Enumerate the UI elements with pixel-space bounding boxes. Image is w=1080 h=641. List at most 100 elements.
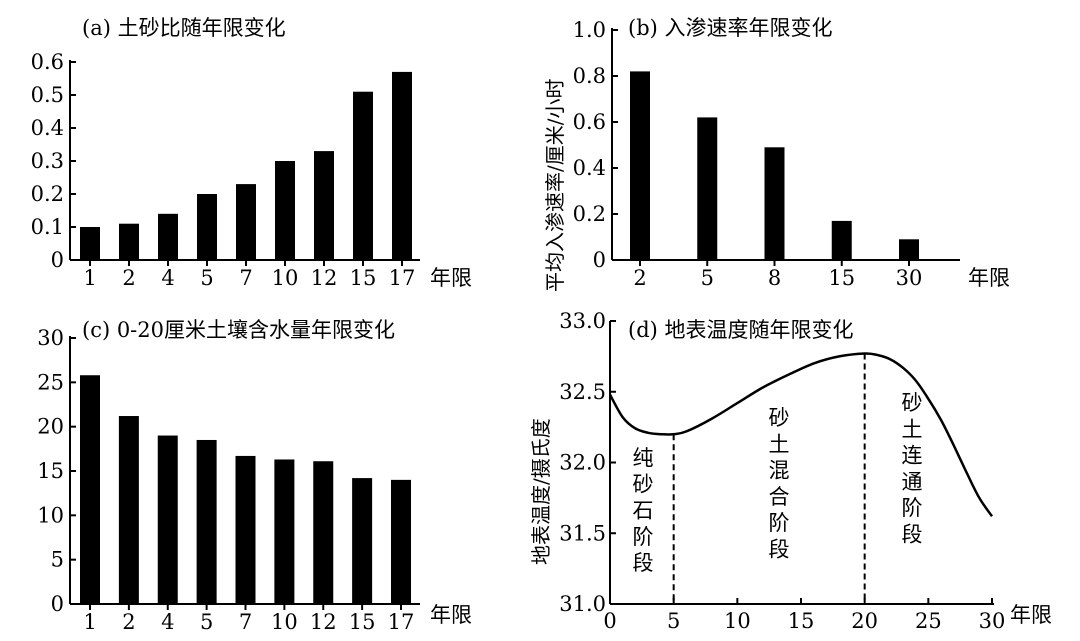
chart-d-x-tick-label: 5: [667, 609, 680, 633]
chart-c-y-tick-label: 15: [37, 459, 64, 483]
chart-a-x-tick-label: 12: [311, 266, 338, 290]
chart-a-bar: [236, 184, 256, 260]
chart-d-x-tick-label: 20: [851, 609, 878, 633]
chart-c-x-tick-label: 5: [200, 610, 213, 634]
chart-a-svg: (a) 土砂比随年限变化 年限 00.10.20.30.40.50.61 2 4 5 7…: [31, 16, 472, 290]
chart-d-stage-label: 砂土连通阶段: [902, 391, 923, 546]
chart-a-bar: [158, 213, 178, 260]
chart-b-x-tick-label: 8: [768, 266, 781, 290]
chart-panel-a: (a) 土砂比随年限变化 年限 0 0.1 0.2 0.3 0.4 0.5 0.6 1 2 4 5 7…: [0, 0, 540, 300]
chart-a-x-tick-label: 17: [389, 266, 416, 290]
chart-c-bar: [313, 461, 334, 604]
chart-b-x-tick-label: 30: [896, 266, 923, 290]
chart-a-x-unit: 年限: [430, 266, 472, 290]
chart-a-bar: [353, 91, 373, 260]
chart-b-bar: [764, 147, 785, 260]
chart-a-x-tick-label: 15: [350, 266, 377, 290]
chart-a-y-tick-label: 0.4: [31, 116, 64, 140]
chart-a-x-tick-label: 4: [161, 266, 174, 290]
chart-a-y-tick-label: 0: [51, 248, 64, 272]
chart-b-bar: [831, 220, 852, 260]
chart-c-bar: [274, 459, 295, 604]
chart-a-y-tick-label: 0.5: [31, 83, 64, 107]
chart-a-y-tick-label: 0.6: [31, 50, 64, 74]
chart-c-x-tick-label: 4: [161, 610, 174, 634]
chart-b-x-unit: 年限: [968, 266, 1010, 290]
chart-d-x-tick-label: 30: [979, 609, 1006, 633]
chart-c-bar: [196, 439, 217, 604]
chart-b-y-label: 平均入渗速率/厘米/小时: [543, 79, 567, 292]
chart-a-bar: [197, 194, 217, 260]
chart-b-y-tick-label: 0: [593, 248, 606, 272]
chart-d-svg: (d) 地表温度随年限变化 年限 地表温度/摄氏度 31.0 31.5 32.0 32…: [529, 309, 1052, 633]
chart-d-y-label: 地表温度/摄氏度: [529, 418, 553, 565]
chart-d-y-tick-label: 31.0: [559, 592, 606, 616]
chart-a-y-tick-label: 0.2: [31, 182, 64, 206]
chart-d-x-tick-label: 25: [915, 609, 942, 633]
chart-c-y-tick-label: 25: [37, 370, 64, 394]
chart-a-y-tick-label: 0.1: [31, 215, 64, 239]
chart-c-bar: [80, 375, 100, 604]
chart-b-y-tick-label: 0.8: [573, 64, 606, 88]
chart-a-x-tick-label: 7: [239, 266, 252, 290]
chart-c-x-tick-label: 10: [271, 610, 298, 634]
chart-b-y-tick-label: 1.0: [573, 18, 606, 42]
chart-a-bar: [119, 223, 139, 260]
chart-a-bar: [314, 151, 334, 260]
chart-c-bar: [235, 455, 256, 604]
chart-d-x-tick-label: 10: [724, 609, 751, 633]
chart-c-y-tick-label: 5: [51, 548, 64, 572]
chart-c-y-tick-label: 30: [37, 326, 64, 350]
chart-a-bar: [275, 161, 295, 260]
chart-c-y-tick-label: 10: [37, 503, 64, 527]
chart-c-x-tick-label: 12: [310, 610, 337, 634]
chart-c-x-unit: 年限: [430, 603, 472, 627]
chart-d-stage-label: 砂土混合阶段: [769, 406, 790, 561]
chart-c-y-tick-label: 0: [51, 592, 64, 616]
chart-c-bar: [391, 479, 411, 604]
chart-a-x-tick-label: 10: [272, 266, 299, 290]
chart-b-y-tick-label: 0.2: [573, 202, 606, 226]
chart-c-x-tick-label: 7: [239, 610, 252, 634]
chart-d-y-tick-label: 32.5: [559, 380, 606, 404]
chart-d-y-tick-label: 33.0: [559, 309, 606, 333]
chart-b-title: (b) 入渗速率年限变化: [628, 16, 833, 40]
chart-b-bar: [899, 239, 919, 260]
chart-c-bar: [157, 435, 178, 604]
chart-b-x-tick-label: 5: [701, 266, 714, 290]
chart-d-y-tick-label: 32.0: [559, 451, 606, 475]
chart-b-bar: [630, 71, 650, 261]
chart-a-title: (a) 土砂比随年限变化: [82, 16, 286, 40]
chart-b-svg: (b) 入渗速率年限变化 年限 平均入渗速率/厘米/小时 0 0.2 0.4 0.6 0…: [543, 16, 1010, 292]
chart-panel-c: (c) 0-20厘米土壤含水量年限变化 年限 0 5 10 15 20 25 30 1 2 4 5 7…: [0, 310, 540, 641]
chart-panel-d: (d) 地表温度随年限变化 年限 地表温度/摄氏度 31.0 31.5 32.0 32…: [529, 309, 1080, 641]
chart-c-title: (c) 0-20厘米土壤含水量年限变化: [82, 318, 395, 342]
chart-a-x-tick-label: 1: [83, 266, 96, 290]
chart-d-x-tick-label: 0: [603, 609, 616, 633]
chart-b-bar: [697, 117, 718, 261]
chart-b-x-tick-label: 15: [828, 266, 855, 290]
chart-b-y-tick-label: 0.4: [573, 156, 606, 180]
chart-c-y-tick-label: 20: [37, 415, 64, 439]
chart-c-x-tick-label: 15: [349, 610, 376, 634]
chart-a-bar: [80, 227, 100, 260]
chart-a-x-tick-label: 2: [122, 266, 135, 290]
chart-c-x-tick-label: 17: [388, 610, 415, 634]
chart-d-stage-label: 纯砂石阶段: [633, 446, 654, 575]
chart-c-x-tick-label: 1: [83, 610, 96, 634]
chart-d-y-tick-label: 31.5: [559, 521, 606, 545]
chart-a-x-tick-label: 5: [200, 266, 213, 290]
chart-b-y-tick-label: 0.6: [573, 110, 606, 134]
chart-panel-b: (b) 入渗速率年限变化 年限 平均入渗速率/厘米/小时 0 0.2 0.4 0.6 0…: [540, 0, 1080, 300]
chart-d-title: (d) 地表温度随年限变化: [628, 318, 854, 342]
chart-b-x-tick-label: 2: [633, 266, 646, 290]
chart-d-x-unit: 年限: [1010, 603, 1052, 627]
chart-c-bar: [118, 416, 139, 604]
chart-a-bar: [392, 71, 412, 261]
chart-d-x-tick-label: 15: [788, 609, 815, 633]
chart-d-series-line: [608, 352, 994, 518]
chart-c-bar: [352, 478, 373, 604]
chart-c-x-tick-label: 2: [122, 610, 135, 634]
chart-a-y-tick-label: 0.3: [31, 149, 64, 173]
